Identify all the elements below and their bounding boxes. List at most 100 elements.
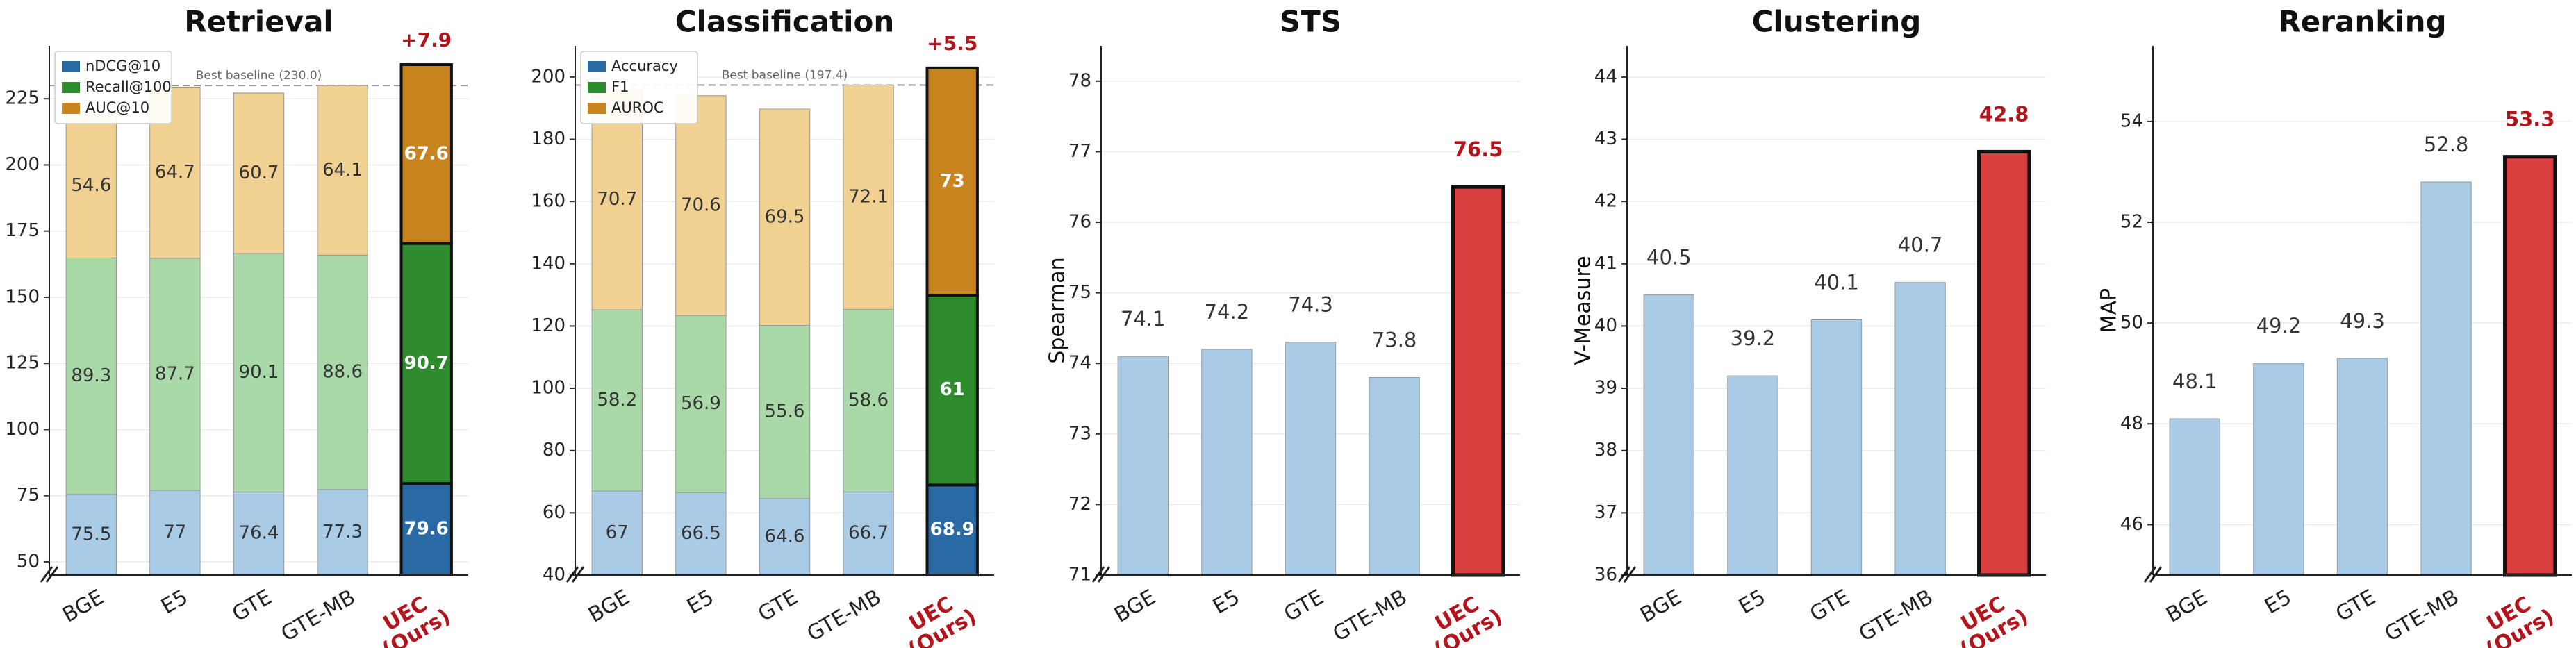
axis-break (40, 566, 53, 583)
y-tick-label: 48 (2120, 413, 2143, 434)
bar-segment (65, 113, 117, 259)
bar (2169, 418, 2220, 576)
value-label: 64.7 (155, 162, 195, 183)
bar-segment (675, 492, 727, 576)
value-label: 87.7 (155, 364, 195, 385)
y-tick-label: 76 (1068, 212, 1091, 233)
value-label: 73.8 (1372, 329, 1417, 352)
value-label: 58.6 (848, 390, 889, 410)
value-label: 40.7 (1898, 233, 1943, 257)
value-label: 60.7 (239, 163, 279, 183)
y-tick-label: 72 (1068, 494, 1091, 515)
value-label: 90.1 (239, 362, 279, 383)
bar-segment (925, 294, 979, 487)
y-tick-label: 44 (1594, 66, 1617, 87)
axis-break (45, 566, 59, 583)
axis-break (571, 566, 585, 583)
y-tick-label: 175 (5, 220, 40, 241)
baseline-label: Best baseline (197.4) (722, 68, 848, 82)
axis-break (2143, 566, 2157, 583)
y-tick-label: 40 (543, 565, 565, 585)
y-tick-label: 78 (1068, 70, 1091, 91)
axis-break (1623, 566, 1637, 583)
y-tick-label: 150 (5, 286, 40, 307)
value-label: 79.6 (404, 519, 449, 540)
value-label: 40.5 (1646, 246, 1692, 269)
value-label: 90.7 (404, 353, 449, 374)
y-axis-label: V-Measure (1571, 256, 1596, 365)
value-label: 52.8 (2424, 133, 2469, 156)
y-tick-label: 46 (2120, 514, 2143, 535)
bar (1977, 149, 2031, 577)
y-tick-label: 54 (2120, 110, 2143, 131)
value-label: 67.6 (404, 143, 449, 164)
bar (1369, 377, 1420, 576)
y-tick-label: 36 (1594, 565, 1617, 585)
value-label: 39.2 (1731, 326, 1776, 350)
legend-box (580, 51, 698, 124)
y-tick-label: 52 (2120, 212, 2143, 233)
bar-segment (843, 491, 894, 576)
baseline-label: Best baseline (230.0) (196, 69, 322, 83)
axis-break (1617, 566, 1631, 583)
value-label: 49.3 (2340, 309, 2385, 333)
value-label: 40.1 (1814, 270, 1859, 294)
y-tick-label: 160 (531, 191, 565, 212)
legend-label: Recall@100 (85, 78, 172, 95)
value-label: 49.2 (2256, 314, 2302, 338)
y-tick-label: 180 (531, 128, 565, 149)
panel-title: Retrieval (184, 5, 333, 39)
y-axis-label: MAP (2097, 288, 2122, 333)
value-label: 54.6 (71, 175, 111, 196)
bar-segment (317, 254, 368, 490)
axis-break (565, 566, 579, 583)
delta-annotation: +5.5 (927, 32, 977, 55)
panel-title: Classification (675, 5, 895, 39)
axis-break (1097, 566, 1111, 583)
y-tick-label: 80 (543, 440, 565, 460)
y-tick-label: 43 (1594, 128, 1617, 149)
value-label: 70.7 (597, 189, 637, 210)
y-tick-label: 75 (17, 485, 40, 506)
value-label: 67 (606, 522, 629, 543)
bar-segment (317, 85, 368, 256)
bar (1727, 375, 1778, 576)
bar-segment (591, 490, 643, 576)
y-tick-label: 39 (1594, 378, 1617, 399)
panel-title: Reranking (2278, 5, 2446, 39)
value-label: 56.9 (681, 393, 721, 414)
legend-swatch (62, 82, 80, 93)
bar-segment (591, 309, 643, 492)
legend-label: AUC@10 (85, 99, 149, 116)
bar-segment (317, 489, 368, 576)
y-tick-label: 125 (5, 353, 40, 374)
bar (1894, 282, 1946, 576)
legend-label: AUROC (611, 99, 664, 116)
y-tick-label: 100 (531, 378, 565, 399)
y-tick-label: 71 (1068, 565, 1091, 585)
value-label: 76.4 (239, 523, 279, 544)
value-label: 70.6 (681, 194, 721, 215)
y-tick-label: 120 (531, 315, 565, 336)
value-label: 58.2 (597, 390, 637, 410)
bar-segment (925, 66, 979, 297)
y-tick-label: 42 (1594, 191, 1617, 212)
value-label: 48.1 (2172, 369, 2218, 393)
legend-box (54, 51, 172, 124)
y-tick-label: 50 (17, 551, 40, 572)
legend-label: Accuracy (611, 58, 678, 74)
y-tick-label: 100 (5, 419, 40, 440)
y-tick-label: 77 (1068, 141, 1091, 162)
legend-swatch (62, 103, 80, 114)
legend-label: nDCG@10 (85, 58, 160, 74)
bar-segment (675, 315, 727, 493)
bar-segment (65, 258, 117, 495)
value-label: 73 (940, 171, 965, 192)
value-label: 77 (163, 522, 186, 543)
bar (1285, 342, 1337, 576)
panel-title: STS (1280, 5, 1341, 39)
y-tick-label: 41 (1594, 253, 1617, 274)
legend-swatch (588, 61, 606, 72)
bar (1117, 356, 1169, 576)
value-label: 66.5 (681, 523, 721, 544)
